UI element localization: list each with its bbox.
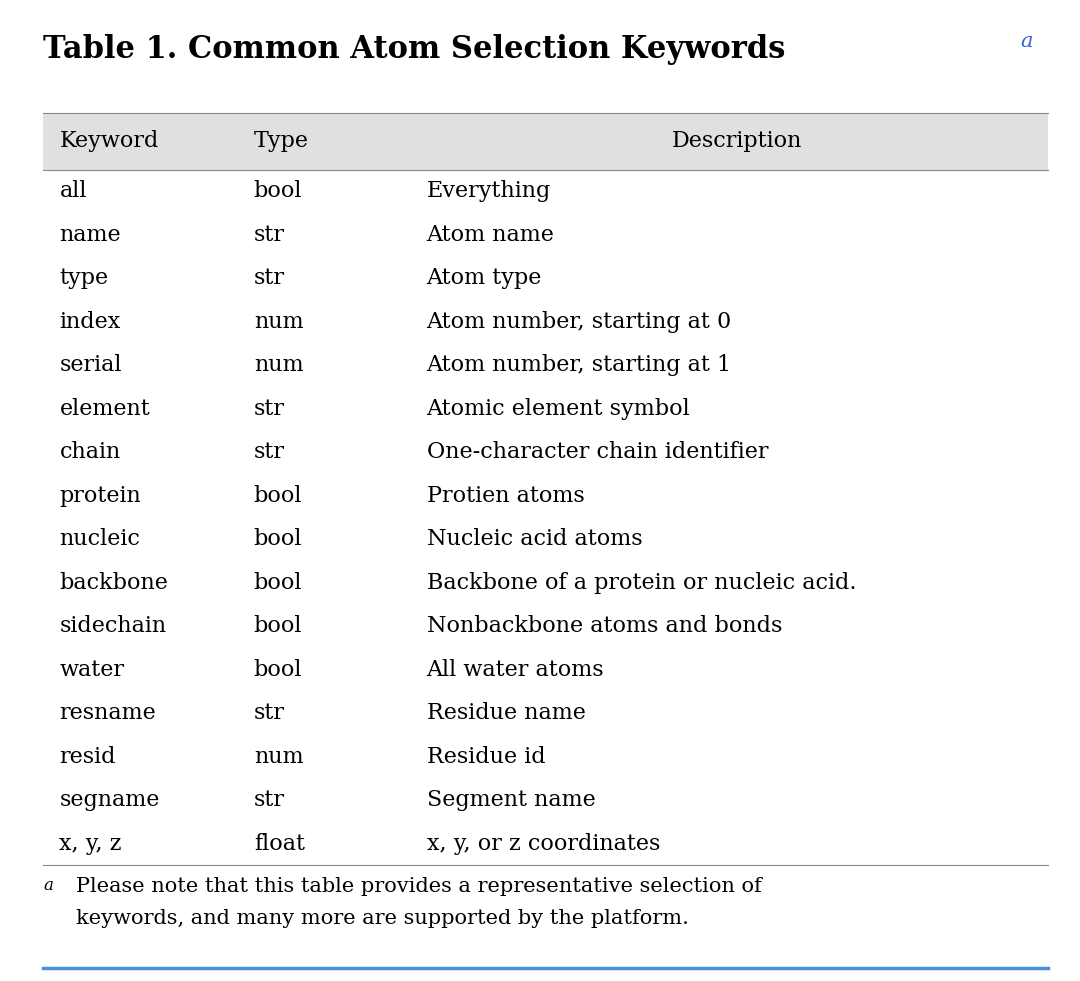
- Text: Atom name: Atom name: [427, 224, 554, 246]
- Text: type: type: [59, 268, 108, 289]
- Text: Residue name: Residue name: [427, 702, 585, 724]
- Text: Atom number, starting at 1: Atom number, starting at 1: [427, 354, 732, 377]
- Text: all: all: [59, 181, 86, 202]
- Text: a: a: [43, 877, 53, 894]
- Text: Atomic element symbol: Atomic element symbol: [427, 398, 690, 420]
- Text: All water atoms: All water atoms: [427, 658, 604, 681]
- Text: float: float: [254, 833, 305, 854]
- Text: bool: bool: [254, 528, 302, 550]
- Text: num: num: [254, 354, 303, 377]
- Text: str: str: [254, 268, 285, 289]
- Text: Atom number, starting at 0: Atom number, starting at 0: [427, 311, 732, 333]
- Text: bool: bool: [254, 572, 302, 594]
- Text: Type: Type: [254, 130, 309, 152]
- Text: sidechain: sidechain: [59, 615, 166, 637]
- Text: bool: bool: [254, 485, 302, 507]
- Text: segname: segname: [59, 789, 160, 811]
- Text: bool: bool: [254, 615, 302, 637]
- Text: protein: protein: [59, 485, 141, 507]
- Text: serial: serial: [59, 354, 122, 377]
- Text: backbone: backbone: [59, 572, 168, 594]
- Text: str: str: [254, 224, 285, 246]
- Text: bool: bool: [254, 658, 302, 681]
- Text: Protien atoms: Protien atoms: [427, 485, 584, 507]
- Text: Nonbackbone atoms and bonds: Nonbackbone atoms and bonds: [427, 615, 782, 637]
- Text: nucleic: nucleic: [59, 528, 140, 550]
- Text: index: index: [59, 311, 121, 333]
- Text: Atom type: Atom type: [427, 268, 542, 289]
- Text: str: str: [254, 441, 285, 463]
- Text: Segment name: Segment name: [427, 789, 595, 811]
- Text: Description: Description: [672, 130, 802, 152]
- Text: bool: bool: [254, 181, 302, 202]
- Text: Keyword: Keyword: [59, 130, 159, 152]
- Text: str: str: [254, 702, 285, 724]
- Text: str: str: [254, 398, 285, 420]
- Text: str: str: [254, 789, 285, 811]
- Text: a: a: [1021, 32, 1034, 51]
- Text: name: name: [59, 224, 121, 246]
- Text: Everything: Everything: [427, 181, 551, 202]
- Text: x, y, z: x, y, z: [59, 833, 122, 854]
- Bar: [43, 113, 1048, 170]
- Text: Nucleic acid atoms: Nucleic acid atoms: [427, 528, 643, 550]
- Text: element: element: [59, 398, 150, 420]
- Text: chain: chain: [59, 441, 121, 463]
- Text: Table 1. Common Atom Selection Keywords: Table 1. Common Atom Selection Keywords: [43, 34, 785, 66]
- Text: Residue id: Residue id: [427, 746, 545, 767]
- Text: One-character chain identifier: One-character chain identifier: [427, 441, 768, 463]
- Text: resid: resid: [59, 746, 116, 767]
- Text: keywords, and many more are supported by the platform.: keywords, and many more are supported by…: [76, 909, 688, 928]
- Text: resname: resname: [59, 702, 157, 724]
- Text: num: num: [254, 746, 303, 767]
- Text: Please note that this table provides a representative selection of: Please note that this table provides a r…: [76, 877, 761, 896]
- Text: Backbone of a protein or nucleic acid.: Backbone of a protein or nucleic acid.: [427, 572, 856, 594]
- Text: x, y, or z coordinates: x, y, or z coordinates: [427, 833, 660, 854]
- Text: num: num: [254, 311, 303, 333]
- Text: water: water: [59, 658, 124, 681]
